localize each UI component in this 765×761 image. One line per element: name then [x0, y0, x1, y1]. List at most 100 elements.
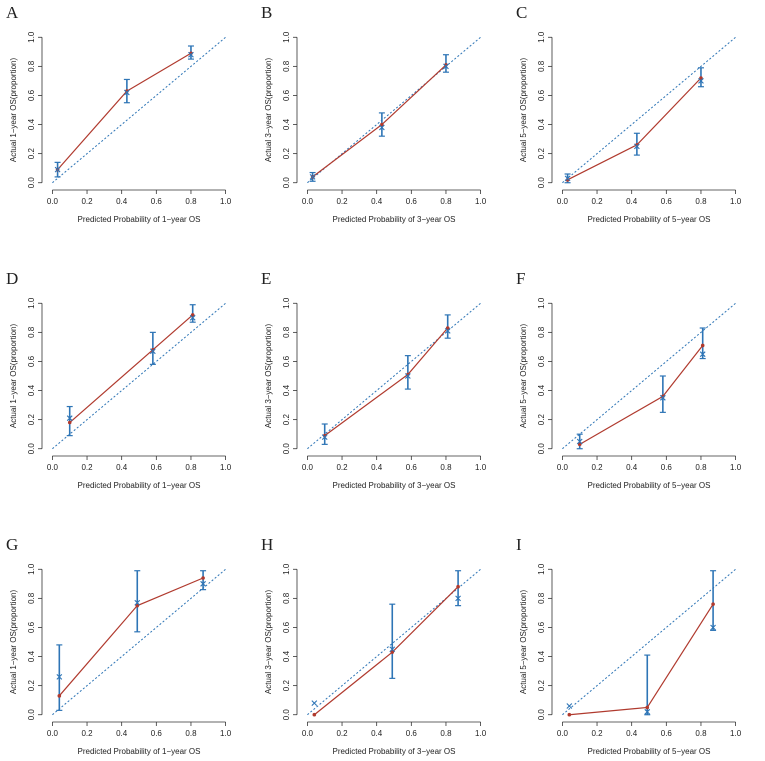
y-tick-label: 0.4 [282, 384, 291, 396]
x-tick-label: 0.8 [695, 729, 707, 738]
y-tick-label: 0.0 [537, 709, 546, 721]
y-tick-label: 0.6 [282, 621, 291, 633]
calibration-point [700, 343, 705, 348]
x-tick-label: 0.8 [440, 463, 452, 472]
y-tick-label: 0.2 [27, 414, 36, 426]
x-tick-label: 0.8 [440, 729, 452, 738]
y-axis-label: Actual 5−year OS(proportion) [519, 590, 528, 695]
x-tick-label: 0.4 [626, 729, 638, 738]
corrected-marker [564, 175, 571, 182]
corrected-marker [444, 328, 451, 334]
y-tick-label: 0.6 [537, 89, 546, 101]
x-tick-label: 0.2 [591, 729, 603, 738]
x-tick-label: 0.6 [661, 729, 673, 738]
calibration-point [577, 442, 582, 447]
y-tick-label: 1.0 [537, 563, 546, 575]
y-tick-label: 0.2 [537, 414, 546, 426]
panel-label: G [6, 535, 18, 554]
y-tick-label: 1.0 [282, 297, 291, 309]
panel-label: I [516, 535, 522, 554]
y-axis-label: Actual 1−year OS(proportion) [9, 324, 18, 429]
panel: B 0.0 0.2 0.4 0.6 0.8 1.0 0.0 0.2 0.4 0.6 0.8 1.0 Pre… [261, 3, 487, 224]
y-tick-label: 1.0 [537, 297, 546, 309]
y-tick-label: 0.2 [27, 148, 36, 160]
y-tick-label: 0.2 [537, 680, 546, 692]
corrected-marker [710, 624, 716, 631]
x-tick-label: 0.0 [557, 197, 569, 206]
x-tick-label: 0.2 [591, 463, 603, 472]
calibration-point [57, 694, 62, 698]
x-tick-label: 1.0 [220, 197, 232, 206]
x-axis-label: Predicted Probability of 3−year OS [333, 747, 456, 756]
calibration-point [380, 122, 384, 127]
corrected-marker [189, 314, 196, 321]
x-axis-label: Predicted Probability of 1−year OS [78, 215, 201, 224]
x-tick-label: 1.0 [220, 463, 232, 472]
panel-label: B [261, 3, 272, 22]
y-tick-label: 1.0 [282, 563, 291, 575]
calibration-point [135, 603, 140, 608]
y-axis-label: Actual 3−year OS(proportion) [264, 590, 273, 695]
y-tick-label: 1.0 [27, 297, 36, 309]
x-tick-label: 0.4 [116, 729, 128, 738]
y-tick-label: 0.0 [537, 443, 546, 455]
x-tick-label: 0.0 [557, 729, 569, 738]
x-tick-label: 0.0 [302, 197, 314, 206]
calibration-point [456, 584, 460, 589]
x-tick-label: 0.4 [371, 197, 383, 206]
y-tick-label: 0.6 [282, 355, 291, 367]
panel: F 0.0 0.2 0.4 0.6 0.8 1.0 0.0 0.2 0.4 0.6 0.8 1.0 Pre… [516, 269, 742, 490]
calibration-line [324, 327, 449, 437]
x-tick-label: 1.0 [220, 729, 232, 738]
y-tick-label: 1.0 [27, 563, 36, 575]
x-tick-label: 0.8 [440, 197, 452, 206]
x-tick-label: 1.0 [730, 463, 742, 472]
y-tick-label: 0.0 [537, 177, 546, 189]
corrected-marker [188, 51, 194, 58]
y-tick-label: 0.6 [537, 355, 546, 367]
y-tick-label: 0.4 [27, 118, 36, 130]
x-tick-label: 0.8 [695, 197, 707, 206]
y-tick-label: 0.2 [282, 148, 291, 160]
y-tick-label: 0.4 [537, 650, 546, 662]
x-tick-label: 0.8 [185, 463, 197, 472]
corrected-marker [309, 174, 316, 180]
corrected-marker [698, 78, 704, 84]
corrected-marker [149, 348, 156, 355]
panel: H 0.0 0.2 0.4 0.6 0.8 1.0 0.0 0.2 0.4 0.6 0.8 1.0 Pre… [261, 535, 487, 756]
calibration-line [579, 345, 704, 445]
x-tick-label: 0.6 [661, 463, 673, 472]
y-tick-label: 0.2 [282, 414, 291, 426]
calibration-line [57, 52, 192, 171]
x-tick-label: 1.0 [475, 729, 487, 738]
calibration-point [445, 326, 450, 330]
calibration-point [190, 313, 195, 317]
corrected-marker [134, 599, 141, 606]
x-tick-label: 0.8 [185, 197, 197, 206]
reference-line [52, 568, 226, 716]
panel: C 0.0 0.2 0.4 0.6 0.8 1.0 0.0 0.2 0.4 0.6 0.8 1.0 Pre… [516, 3, 742, 224]
y-tick-label: 0.8 [282, 60, 291, 72]
panel: G 0.0 0.2 0.4 0.6 0.8 1.0 0.0 0.2 0.4 0.6 0.8 1.0 Pre… [6, 535, 232, 756]
corrected-marker [321, 434, 328, 440]
reference-line [52, 36, 226, 184]
y-tick-label: 0.6 [282, 89, 291, 101]
y-tick-label: 1.0 [537, 31, 546, 43]
corrected-marker [644, 708, 651, 715]
x-tick-label: 0.8 [695, 463, 707, 472]
y-tick-label: 0.8 [27, 592, 36, 604]
y-tick-label: 0.0 [27, 177, 36, 189]
y-tick-label: 0.4 [282, 650, 291, 662]
calibration-line [69, 314, 194, 423]
calibration-line [567, 77, 702, 181]
y-tick-label: 0.0 [282, 443, 291, 455]
x-tick-label: 1.0 [475, 463, 487, 472]
panel-label: F [516, 269, 525, 288]
y-tick-label: 0.4 [27, 650, 36, 662]
reference-line [52, 302, 226, 450]
y-tick-label: 0.0 [27, 443, 36, 455]
calibration-point [312, 712, 317, 717]
x-tick-label: 0.0 [302, 463, 314, 472]
corrected-marker [699, 351, 706, 358]
